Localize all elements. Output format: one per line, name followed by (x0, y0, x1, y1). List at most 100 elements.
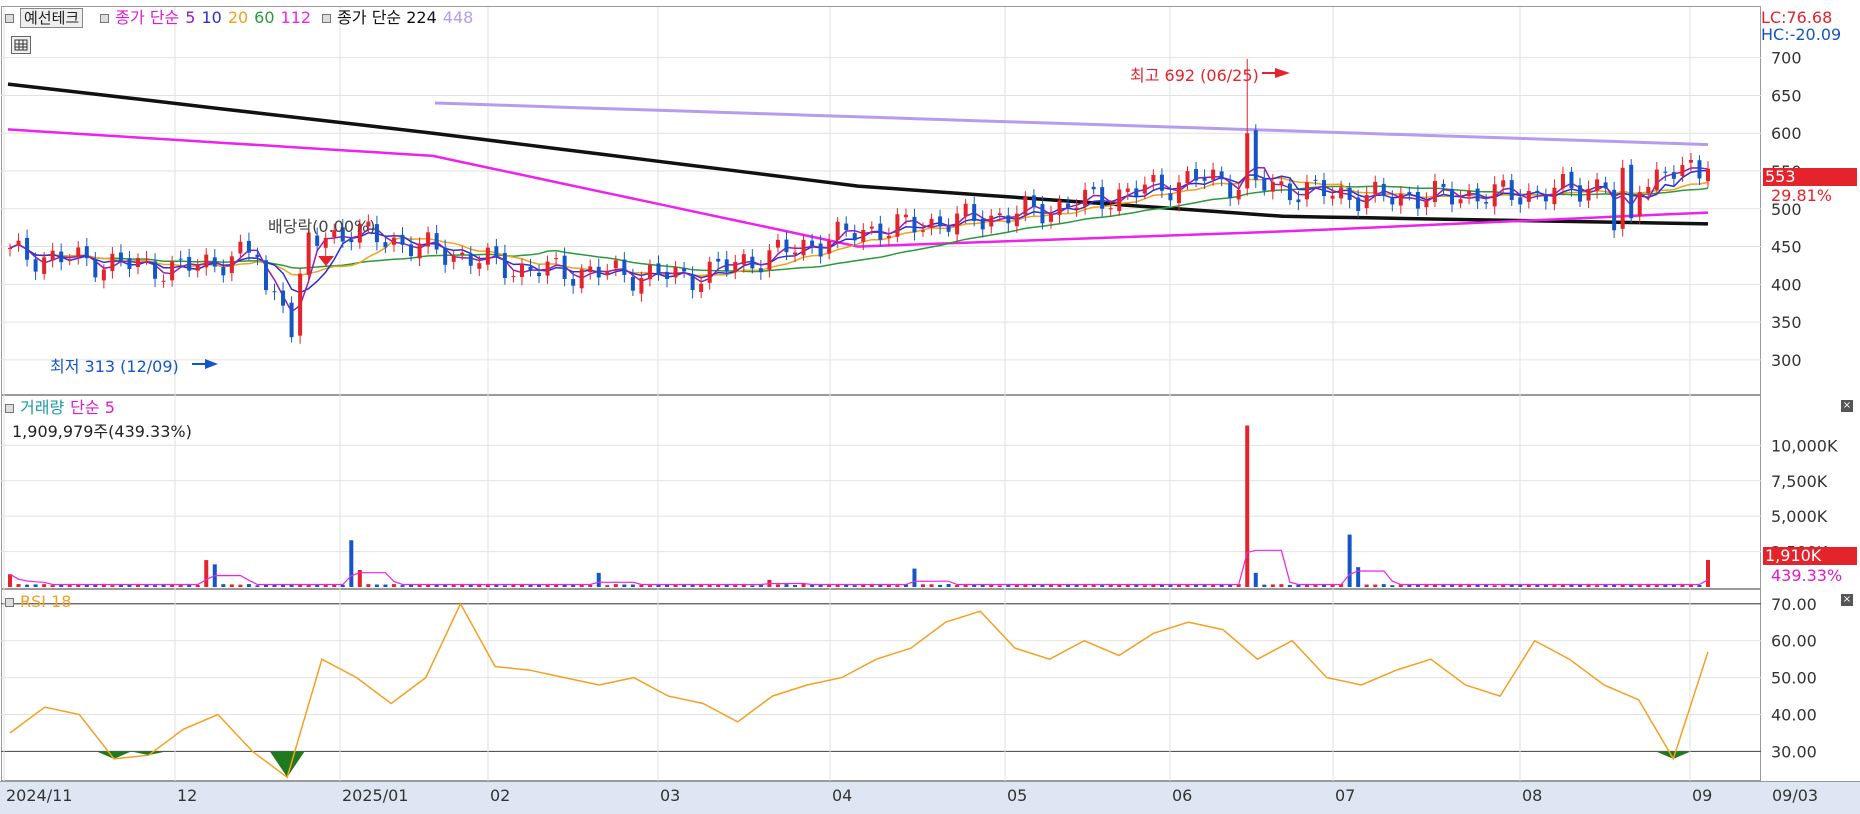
candle (1373, 181, 1378, 195)
ma-legend-handle-icon[interactable] (100, 14, 110, 23)
candle (1151, 174, 1156, 182)
volume-bar (281, 584, 286, 587)
candle (1458, 199, 1463, 204)
candle (665, 271, 670, 280)
candle (1620, 167, 1625, 229)
y-tick-label: 650 (1771, 86, 1802, 105)
volume-close-icon[interactable]: × (1841, 400, 1853, 412)
ma-long-handle-icon[interactable] (322, 14, 332, 23)
volume-bar (229, 584, 234, 587)
candle (1228, 182, 1233, 198)
volume-bar (1706, 559, 1710, 587)
ma224-line (7, 82, 1709, 226)
volume-handle-icon[interactable] (5, 404, 14, 413)
volume-bar (1202, 585, 1207, 587)
candle (1688, 159, 1693, 163)
volume-bar (127, 584, 132, 587)
candle (579, 269, 584, 289)
volume-bar (1304, 584, 1309, 587)
price-chart: 300350400450500550600650700 (1, 7, 1802, 395)
candle (1202, 177, 1207, 181)
candle (1142, 184, 1147, 194)
volume-bar (1415, 584, 1420, 587)
dividend-marker-icon (318, 256, 334, 266)
volume-bar (1100, 585, 1105, 587)
candle (775, 239, 780, 248)
volume-bar (195, 584, 200, 587)
candle (383, 242, 388, 248)
rsi-close-icon[interactable]: × (1841, 594, 1853, 606)
candle (417, 243, 422, 259)
y-tick-label: 70.00 (1771, 595, 1817, 614)
candle (221, 266, 226, 276)
candle (485, 247, 490, 265)
volume-bar (93, 584, 98, 587)
candle (519, 263, 524, 277)
volume-bar (750, 585, 755, 587)
candle (1313, 179, 1318, 181)
candle (690, 274, 695, 291)
candle (93, 259, 98, 278)
volume-bar (630, 584, 635, 587)
candle (699, 283, 704, 292)
candle (605, 271, 610, 276)
candle (588, 266, 593, 273)
current-change-text: 29.81% (1771, 186, 1833, 205)
volume-bar (1219, 584, 1224, 587)
candle (886, 235, 891, 238)
table-view-icon[interactable] (11, 36, 31, 54)
candle (818, 243, 823, 257)
candle (647, 265, 652, 280)
candle (1211, 169, 1216, 180)
volume-bar (1083, 584, 1088, 587)
low-arrow-icon (205, 359, 218, 369)
volume-bar (1330, 584, 1335, 587)
x-tick-label: 2024/11 (6, 786, 73, 805)
volume-title: 거래량 (20, 398, 65, 417)
volume-bar (639, 584, 644, 587)
volume-bar (1518, 584, 1523, 587)
volume-bar (204, 560, 209, 587)
volume-bar (1159, 584, 1164, 587)
candle (895, 214, 900, 237)
volume-bar (1543, 584, 1548, 587)
candle (332, 230, 337, 238)
candle (494, 246, 499, 257)
volume-bar (605, 585, 610, 587)
candle (1074, 207, 1079, 210)
candle (1117, 189, 1122, 212)
volume-bar (1381, 584, 1386, 587)
stock-name-chip[interactable]: 예선테크 (20, 8, 84, 28)
candle (67, 259, 72, 261)
candle (920, 230, 925, 232)
y-tick-label: 7,500K (1771, 472, 1828, 491)
candle (1339, 187, 1344, 199)
oversold-fill (1656, 751, 1691, 759)
volume-bar (571, 584, 576, 587)
volume-bar (554, 584, 559, 587)
volume-bar (963, 584, 968, 587)
volume-bar (357, 570, 362, 587)
volume-bar (332, 584, 337, 587)
volume-bar (1680, 584, 1685, 587)
candle (844, 223, 849, 230)
x-tick-label: 09 (1692, 786, 1713, 805)
rsi-title: RSI 18 (20, 592, 72, 611)
ma60-label: 60 (254, 8, 275, 27)
x-tick-label: 04 (832, 786, 853, 805)
price-plot-frame (1, 6, 1761, 395)
candle (1390, 198, 1395, 205)
volume-bar (1040, 585, 1045, 587)
volume-bar (306, 584, 311, 587)
rsi-handle-icon[interactable] (5, 598, 14, 607)
pane-handle-icon[interactable] (5, 14, 14, 23)
y-tick-label: 350 (1771, 313, 1802, 332)
x-tick-label: 03 (660, 786, 681, 805)
candle (468, 254, 473, 266)
candle (1415, 191, 1420, 209)
volume-bar (315, 584, 320, 587)
volume-bar (426, 584, 431, 587)
volume-bar (1586, 584, 1591, 587)
candle (1509, 180, 1514, 200)
volume-bar (494, 584, 499, 587)
